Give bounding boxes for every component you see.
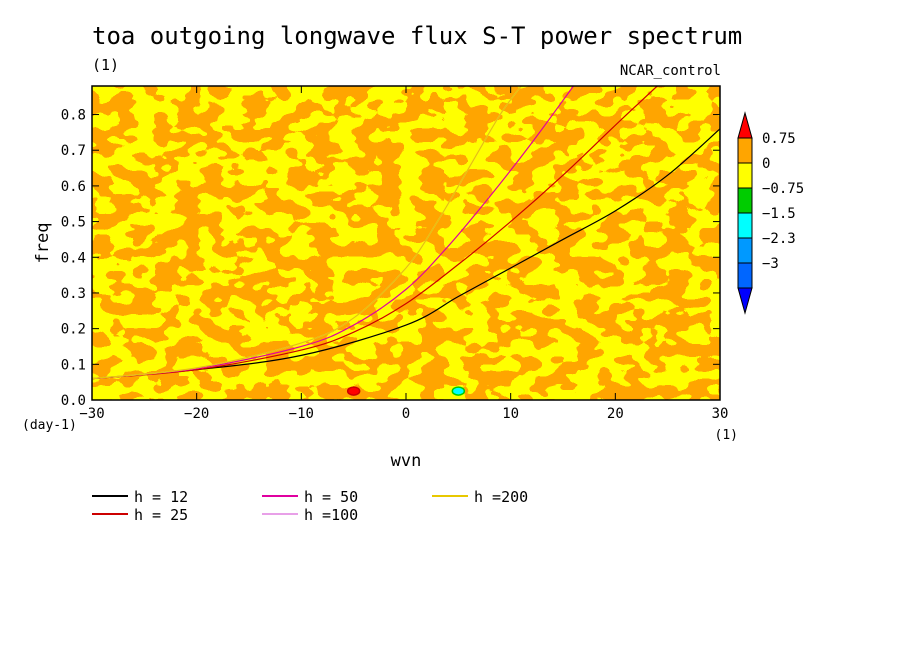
y-tick-label: 0.6 xyxy=(61,179,86,195)
colorbar-label: −1.5 xyxy=(762,206,796,222)
colorbar-band xyxy=(737,212,753,239)
colorbar-band xyxy=(737,237,753,264)
axes: −30 −20 −10 0 10 20 30 0.0 0.1 0.2 0.3 0.4 0.5 0.6 0.7… xyxy=(22,86,738,471)
colorbar-label: −2.3 xyxy=(762,231,796,247)
case-name: NCAR_control xyxy=(619,63,721,79)
x-tick-label: −20 xyxy=(184,406,209,422)
colorbar-band xyxy=(737,162,753,189)
y-axis-label: freq xyxy=(33,223,53,264)
y-tick-label: 0.4 xyxy=(61,250,86,266)
chart-title: toa outgoing longwave flux S-T power spe… xyxy=(92,22,743,50)
extreme-spots xyxy=(346,386,466,396)
y-tick-label: 0.8 xyxy=(61,108,86,124)
dispersion-curves xyxy=(92,86,720,380)
x-tick-label: 30 xyxy=(712,406,729,422)
field-spot-1 xyxy=(346,386,361,396)
legend-swatch xyxy=(262,513,298,515)
y-tick-label: 0.7 xyxy=(61,143,86,159)
legend-label: h =100 xyxy=(304,506,359,524)
colorbar-label: −0.75 xyxy=(762,181,804,197)
y-tick-label: 0.5 xyxy=(61,215,86,231)
y-tick-label: 0.1 xyxy=(61,357,86,373)
colorbar-band xyxy=(737,137,753,164)
title-units: (1) xyxy=(92,56,120,74)
colorbar-label: −3 xyxy=(762,256,779,272)
colorbar-label: 0.75 xyxy=(762,131,796,147)
x-tick-label: 10 xyxy=(502,406,519,422)
x-tick-label: −10 xyxy=(289,406,314,422)
x-tick-label: −30 xyxy=(79,406,104,422)
legend-swatch xyxy=(432,495,468,497)
legend-swatch xyxy=(92,495,128,497)
colorbar-band xyxy=(737,187,753,214)
legend-label: h =200 xyxy=(474,488,529,506)
curve-legend: h = 12 h = 25 h = 50 h =100 h =200 xyxy=(92,488,692,528)
x-tick-label: 0 xyxy=(402,406,410,422)
x-tick-label: 20 xyxy=(607,406,624,422)
y-tick-label: 0.3 xyxy=(61,286,86,302)
curve-h-2 xyxy=(92,86,658,380)
x-axis-units: (1) xyxy=(715,428,738,443)
contour-field xyxy=(92,86,720,400)
x-axis-label: wvn xyxy=(391,451,422,471)
curve-h-1 xyxy=(92,128,720,380)
colorbar-bottom-arrow xyxy=(737,287,753,315)
y-axis-units: (day-1) xyxy=(22,418,77,433)
colorbar-label: 0 xyxy=(762,156,770,172)
curve-h-3 xyxy=(92,86,574,380)
legend-swatch xyxy=(262,495,298,497)
y-tick-label: 0.0 xyxy=(61,393,86,409)
colorbar-band xyxy=(737,262,753,289)
curve-h-5 xyxy=(92,86,522,380)
legend-label: h = 50 xyxy=(304,488,359,506)
legend-label: h = 12 xyxy=(134,488,189,506)
y-tick-label: 0.2 xyxy=(61,322,86,338)
colorbar: 0.75 0 −0.75 −1.5 −2.3 −3 xyxy=(737,111,804,315)
legend-swatch xyxy=(92,513,128,515)
colorbar-top-arrow xyxy=(737,111,753,139)
legend-label: h = 25 xyxy=(134,506,189,524)
field-spot-2 xyxy=(451,386,466,396)
